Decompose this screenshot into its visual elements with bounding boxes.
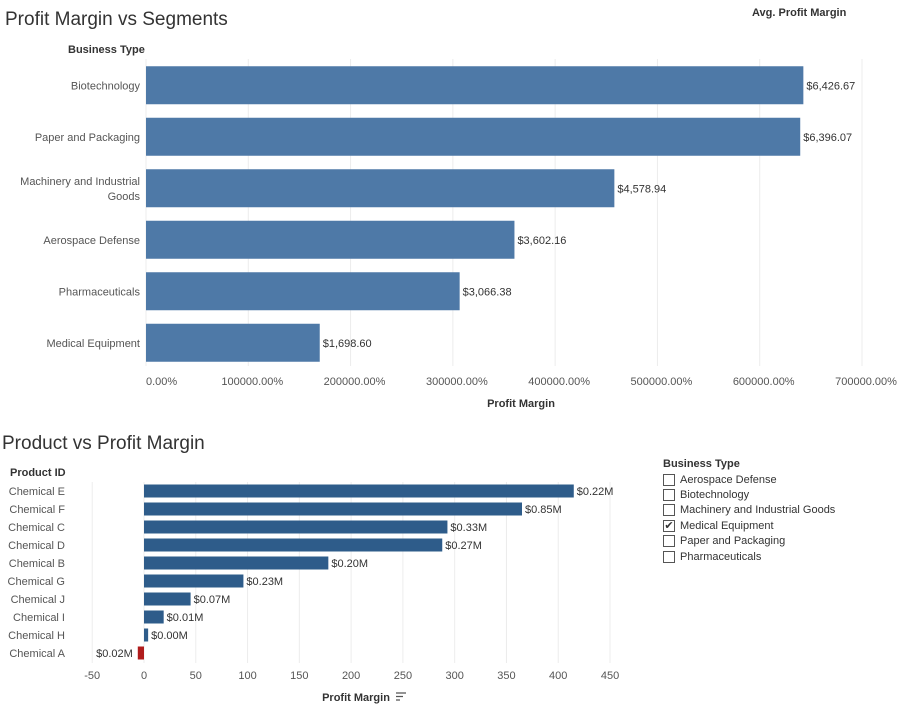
filter-option-label: Medical Equipment	[680, 519, 774, 532]
product-category-label: Chemical H	[8, 630, 65, 642]
segments-category-label: Paper and Packaging	[35, 132, 140, 144]
product-x-tick-label: 50	[190, 670, 202, 682]
segments-category-label: Pharmaceuticals	[59, 286, 141, 298]
segments-x-tick-label: 300000.00%	[426, 376, 488, 388]
filter-checkbox[interactable]	[663, 535, 675, 548]
segments-x-axis-label: Profit Margin	[487, 398, 555, 410]
segments-chart-title: Profit Margin vs Segments	[5, 9, 228, 30]
business-type-filter: Business Type Aerospace Defense Biotechno…	[663, 458, 893, 564]
segments-bar	[146, 169, 615, 208]
filter-option[interactable]: Aerospace Defense	[663, 472, 893, 487]
product-category-label: Chemical A	[9, 648, 65, 660]
segments-x-tick-label: 200000.00%	[324, 376, 386, 388]
segments-x-tick-label: 400000.00%	[528, 376, 590, 388]
product-x-tick-label: 450	[601, 670, 619, 682]
segments-x-tick-label: 0.00%	[146, 376, 177, 388]
filter-checkbox[interactable]	[663, 550, 675, 563]
segments-category-label: Medical Equipment	[46, 338, 140, 350]
product-category-label: Chemical B	[9, 558, 65, 570]
filter-checkbox[interactable]	[663, 473, 675, 486]
segments-category-header: Business Type	[68, 44, 145, 56]
filter-checkbox[interactable]	[663, 489, 675, 502]
product-category-label: Chemical C	[8, 522, 65, 534]
filter-option-label: Aerospace Defense	[680, 473, 777, 486]
filter-title: Business Type	[663, 458, 740, 470]
filter-option[interactable]: Biotechnology	[663, 487, 893, 502]
segments-category-label: Aerospace Defense	[43, 235, 140, 247]
product-x-tick-label: 300	[446, 670, 464, 682]
product-category-label: Chemical G	[8, 576, 65, 588]
product-category-label: Chemical F	[9, 504, 65, 516]
filter-option[interactable]: Paper and Packaging	[663, 534, 893, 549]
product-bar	[144, 520, 448, 534]
product-data-label: $0.07M	[194, 594, 231, 606]
segments-bar	[146, 66, 804, 105]
filter-option[interactable]: Machinery and Industrial Goods	[663, 503, 893, 518]
product-data-label: $0.33M	[450, 522, 487, 534]
segments-x-tick-label: 700000.00%	[835, 376, 897, 388]
segments-bar	[146, 272, 460, 311]
product-x-tick-label: 250	[394, 670, 412, 682]
product-bar	[144, 574, 244, 588]
segments-category-label: Machinery and Industrial	[20, 176, 140, 188]
product-data-label: $0.20M	[331, 558, 368, 570]
product-x-tick-label: 100	[238, 670, 256, 682]
product-data-label: $0.23M	[246, 576, 283, 588]
product-category-label: Chemical J	[11, 594, 65, 606]
product-data-label: $0.85M	[525, 504, 562, 516]
product-x-tick-label: 150	[290, 670, 308, 682]
segments-data-label: $6,396.07	[803, 132, 852, 144]
filter-option-label: Paper and Packaging	[680, 535, 786, 548]
product-category-label: Chemical D	[8, 540, 65, 552]
segments-category-label: Goods	[108, 191, 141, 203]
segments-bar	[146, 117, 801, 156]
segments-x-tick-label: 600000.00%	[733, 376, 795, 388]
product-bar	[144, 628, 149, 642]
segments-data-label: $3,602.16	[517, 235, 566, 247]
filter-list: Aerospace Defense Biotechnology Machinery …	[663, 472, 893, 564]
segments-x-tick-label: 100000.00%	[221, 376, 283, 388]
product-data-label: $0.00M	[151, 630, 188, 642]
segments-category-label: Biotechnology	[71, 80, 141, 92]
sort-descending-icon	[396, 692, 406, 701]
product-data-label: $0.02M	[96, 648, 133, 660]
product-data-label: $0.22M	[577, 486, 614, 498]
segments-data-label: $1,698.60	[323, 338, 372, 350]
product-bar	[144, 592, 191, 606]
product-category-header: Product ID	[10, 467, 66, 479]
product-bar	[144, 484, 574, 498]
product-category-label: Chemical I	[13, 612, 65, 624]
product-bar	[144, 502, 522, 516]
filter-option-label: Pharmaceuticals	[680, 550, 762, 563]
filter-option-label: Biotechnology	[680, 489, 750, 502]
product-x-tick-label: -50	[84, 670, 100, 682]
product-x-tick-label: 400	[549, 670, 567, 682]
filter-checkbox[interactable]	[663, 504, 675, 517]
product-category-label: Chemical E	[9, 486, 65, 498]
filter-option[interactable]: ✔ Medical Equipment	[663, 518, 893, 533]
segments-x-tick-label: 500000.00%	[631, 376, 693, 388]
product-x-tick-label: 350	[497, 670, 515, 682]
product-bar	[144, 538, 443, 552]
product-x-axis-label: Profit Margin	[322, 692, 390, 704]
filter-checkbox[interactable]: ✔	[663, 519, 675, 532]
product-data-label: $0.27M	[445, 540, 482, 552]
product-data-label: $0.01M	[167, 612, 204, 624]
segments-data-label: $4,578.94	[617, 183, 666, 195]
product-bar	[144, 610, 164, 624]
product-bar	[144, 556, 329, 570]
product-x-tick-label: 200	[342, 670, 360, 682]
filter-option[interactable]: Pharmaceuticals	[663, 549, 893, 564]
product-bar	[137, 646, 144, 660]
segments-bar	[146, 323, 320, 362]
product-x-tick-label: 0	[141, 670, 147, 682]
segments-legend-title: Avg. Profit Margin	[752, 7, 847, 19]
product-chart-title: Product vs Profit Margin	[2, 433, 205, 454]
filter-option-label: Machinery and Industrial Goods	[680, 504, 836, 517]
segments-data-label: $6,426.67	[806, 80, 855, 92]
segments-data-label: $3,066.38	[463, 286, 512, 298]
segments-bar	[146, 220, 515, 259]
